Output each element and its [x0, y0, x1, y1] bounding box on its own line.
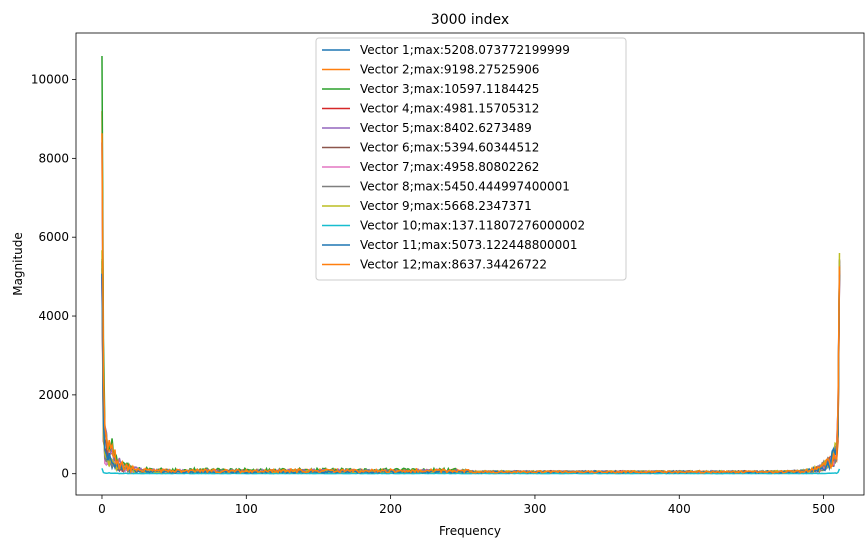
x-axis-label: Frequency	[439, 524, 501, 538]
legend-entry: Vector 4;max:4981.15705312	[360, 102, 539, 116]
y-tick-label: 2000	[38, 388, 69, 402]
x-axis: 0 100 200 300 400 500	[98, 495, 835, 516]
x-tick-label: 0	[98, 502, 106, 516]
x-tick-label: 500	[812, 502, 835, 516]
y-axis-label: Magnitude	[11, 232, 25, 296]
legend-box	[315, 37, 627, 281]
legend-entry: Vector 2;max:9198.27525906	[360, 63, 539, 77]
series-line-1	[101, 264, 841, 475]
series-line-6	[101, 261, 841, 474]
y-tick-label: 10000	[31, 73, 69, 87]
legend: Vector 1;max:5208.073772199999 Vector 2;m…	[315, 37, 627, 281]
x-tick-label: 200	[379, 502, 402, 516]
plot-lines	[101, 55, 841, 475]
legend-entry: Vector 1;max:5208.073772199999	[360, 43, 570, 57]
legend-entry: Vector 8;max:5450.444997400001	[360, 180, 570, 194]
y-axis: 0 2000 4000 6000 8000 10000	[31, 73, 76, 481]
series-line-9	[101, 250, 841, 475]
series-line-4	[101, 270, 841, 474]
series-line-10	[101, 468, 841, 475]
y-tick-label: 6000	[38, 230, 69, 244]
legend-entry: Vector 5;max:8402.6273489	[360, 121, 532, 135]
legend-entry: Vector 11;max:5073.122448800001	[360, 238, 578, 252]
series-line-7	[101, 278, 841, 475]
legend-entry: Vector 9;max:5668.2347371	[360, 199, 532, 213]
y-tick-label: 4000	[38, 309, 69, 323]
chart-title: 3000 index	[431, 12, 509, 28]
legend-entry: Vector 12;max:8637.34426722	[360, 258, 547, 272]
legend-entry: Vector 10;max:137.11807276000002	[360, 219, 585, 233]
series-line-11	[101, 273, 841, 475]
x-tick-label: 100	[235, 502, 258, 516]
series-line-8	[101, 258, 841, 475]
plot-frame	[75, 32, 865, 496]
y-tick-label: 8000	[38, 151, 69, 165]
x-tick-label: 400	[668, 502, 691, 516]
series-line-12	[101, 133, 841, 475]
legend-entry: Vector 3;max:10597.1184425	[360, 82, 539, 96]
legend-entry: Vector 7;max:4958.80802262	[360, 160, 539, 174]
y-tick-label: 0	[61, 467, 69, 481]
x-tick-label: 300	[523, 502, 546, 516]
legend-entry: Vector 6;max:5394.60344512	[360, 141, 539, 155]
